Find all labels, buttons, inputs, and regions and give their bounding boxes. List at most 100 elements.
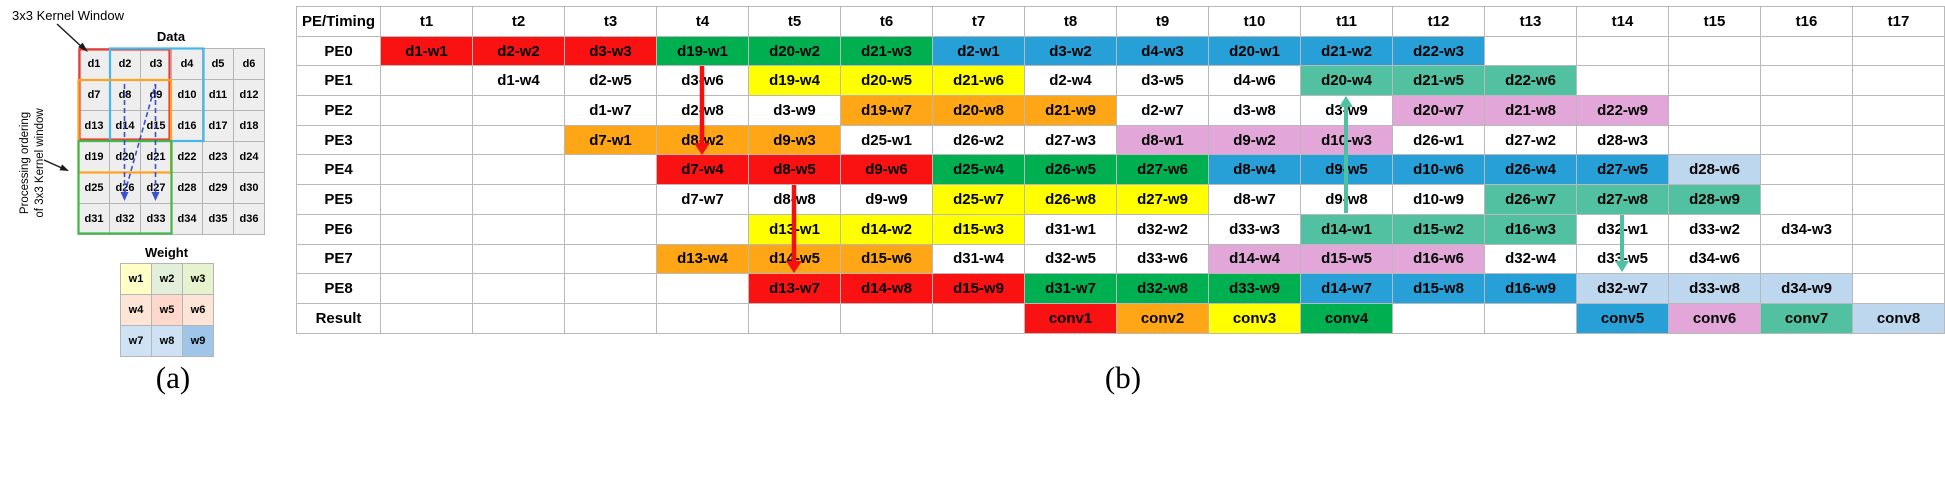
data-cell-d10: d10 xyxy=(172,80,203,111)
data-cell-d9: d9 xyxy=(141,80,172,111)
cell-PE2-t11: d3-w9 xyxy=(1301,96,1393,126)
empty-cell-PE3-t2 xyxy=(473,125,565,156)
weight-cell-w7: w7 xyxy=(121,326,152,357)
header-t16: t16 xyxy=(1761,7,1853,37)
header-t17: t17 xyxy=(1853,7,1945,37)
data-cell-d23: d23 xyxy=(203,142,234,173)
cell-PE5-t15: d28-w9 xyxy=(1669,185,1761,215)
cell-PE8-t16: d34-w9 xyxy=(1761,274,1853,304)
cell-PE4-t6: d9-w6 xyxy=(841,155,933,186)
empty-cell-PE0-t15 xyxy=(1669,36,1761,67)
cell-PE4-t11: d9-w5 xyxy=(1301,155,1393,186)
header-t9: t9 xyxy=(1117,7,1209,37)
cell-PE4-t9: d27-w6 xyxy=(1117,155,1209,186)
cell-PE1-t4: d3-w6 xyxy=(657,66,749,97)
header-t12: t12 xyxy=(1393,7,1485,37)
cell-PE3-t14: d28-w3 xyxy=(1577,125,1669,156)
empty-cell-PE5-t17 xyxy=(1853,185,1945,215)
cell-PE7-t8: d32-w5 xyxy=(1025,244,1117,275)
empty-cell-PE8-t2 xyxy=(473,274,565,304)
empty-cell-PE2-t15 xyxy=(1669,96,1761,126)
cell-PE1-t11: d20-w4 xyxy=(1301,66,1393,97)
data-cell-d15: d15 xyxy=(141,111,172,142)
cell-PE2-t4: d2-w8 xyxy=(657,96,749,126)
row-label-PE1: PE1 xyxy=(297,66,381,97)
empty-cell-Result-t2 xyxy=(473,303,565,334)
cell-PE5-t8: d26-w8 xyxy=(1025,185,1117,215)
empty-cell-Result-t4 xyxy=(657,303,749,334)
data-cell-d14: d14 xyxy=(110,111,141,142)
cell-PE3-t12: d26-w1 xyxy=(1393,125,1485,156)
cell-PE4-t12: d10-w6 xyxy=(1393,155,1485,186)
cell-PE7-t14: d33-w5 xyxy=(1577,244,1669,275)
cell-PE1-t9: d3-w5 xyxy=(1117,66,1209,97)
cell-PE7-t6: d15-w6 xyxy=(841,244,933,275)
cell-PE2-t10: d3-w8 xyxy=(1209,96,1301,126)
data-cell-d33: d33 xyxy=(141,204,172,235)
cell-PE4-t5: d8-w5 xyxy=(749,155,841,186)
weight-cell-w3: w3 xyxy=(183,264,214,295)
cell-PE1-t8: d2-w4 xyxy=(1025,66,1117,97)
cell-PE6-t11: d14-w1 xyxy=(1301,214,1393,245)
empty-cell-PE1-t15 xyxy=(1669,66,1761,97)
weight-cell-w5: w5 xyxy=(152,295,183,326)
row-label-PE0: PE0 xyxy=(297,36,381,67)
cell-PE0-t8: d3-w2 xyxy=(1025,36,1117,67)
cell-PE2-t14: d22-w9 xyxy=(1577,96,1669,126)
header-t7: t7 xyxy=(933,7,1025,37)
header-t1: t1 xyxy=(381,7,473,37)
cell-Result-t9: conv2 xyxy=(1117,303,1209,334)
empty-cell-Result-t3 xyxy=(565,303,657,334)
cell-Result-t10: conv3 xyxy=(1209,303,1301,334)
empty-cell-PE8-t3 xyxy=(565,274,657,304)
cell-PE0-t3: d3-w3 xyxy=(565,36,657,67)
ordering-label-arrowhead xyxy=(59,164,69,171)
empty-cell-PE1-t17 xyxy=(1853,66,1945,97)
data-cell-d25: d25 xyxy=(79,173,110,204)
empty-cell-PE3-t1 xyxy=(381,125,473,156)
cell-PE3-t3: d7-w1 xyxy=(565,125,657,156)
cell-PE7-t7: d31-w4 xyxy=(933,244,1025,275)
empty-cell-PE7-t2 xyxy=(473,244,565,275)
row-label-PE6: PE6 xyxy=(297,214,381,245)
empty-cell-PE3-t16 xyxy=(1761,125,1853,156)
timing-table: PE/Timing t1 t2 t3 t4 t5 t6 t7 t8 t9 t10 t11 t12 t13 t… xyxy=(296,6,1945,334)
cell-PE6-t10: d33-w3 xyxy=(1209,214,1301,245)
cell-PE0-t9: d4-w3 xyxy=(1117,36,1209,67)
weight-grid-title: Weight xyxy=(144,245,189,260)
row-label-PE4: PE4 xyxy=(297,155,381,186)
cell-PE6-t12: d15-w2 xyxy=(1393,214,1485,245)
data-cell-d22: d22 xyxy=(172,142,203,173)
cell-PE4-t10: d8-w4 xyxy=(1209,155,1301,186)
cell-PE4-t14: d27-w5 xyxy=(1577,155,1669,186)
empty-cell-PE4-t17 xyxy=(1853,155,1945,186)
header-t4: t4 xyxy=(657,7,749,37)
cell-PE3-t9: d8-w1 xyxy=(1117,125,1209,156)
empty-cell-PE0-t17 xyxy=(1853,36,1945,67)
weight-grid: w1 w2 w3 w4 w5 w6 w7 w8 w9 xyxy=(120,263,214,357)
cell-PE3-t4: d8-w2 xyxy=(657,125,749,156)
empty-cell-Result-t6 xyxy=(841,303,933,334)
cell-PE4-t13: d26-w4 xyxy=(1485,155,1577,186)
caption-b: (b) xyxy=(1104,360,1142,395)
cell-PE3-t5: d9-w3 xyxy=(749,125,841,156)
cell-PE5-t14: d27-w8 xyxy=(1577,185,1669,215)
data-cell-d28: d28 xyxy=(172,173,203,204)
cell-PE6-t7: d15-w3 xyxy=(933,214,1025,245)
data-cell-d4: d4 xyxy=(172,49,203,80)
empty-cell-PE8-t4 xyxy=(657,274,749,304)
row-label-Result: Result xyxy=(297,303,381,334)
cell-PE2-t8: d21-w9 xyxy=(1025,96,1117,126)
data-cell-d18: d18 xyxy=(234,111,265,142)
cell-PE0-t1: d1-w1 xyxy=(381,36,473,67)
cell-PE8-t6: d14-w8 xyxy=(841,274,933,304)
header-t2: t2 xyxy=(473,7,565,37)
data-cell-d1: d1 xyxy=(79,49,110,80)
cell-PE2-t13: d21-w8 xyxy=(1485,96,1577,126)
weight-cell-w2: w2 xyxy=(152,264,183,295)
cell-PE8-t5: d13-w7 xyxy=(749,274,841,304)
empty-cell-PE6-t3 xyxy=(565,214,657,245)
data-cell-d20: d20 xyxy=(110,142,141,173)
cell-PE4-t8: d26-w5 xyxy=(1025,155,1117,186)
cell-PE5-t13: d26-w7 xyxy=(1485,185,1577,215)
